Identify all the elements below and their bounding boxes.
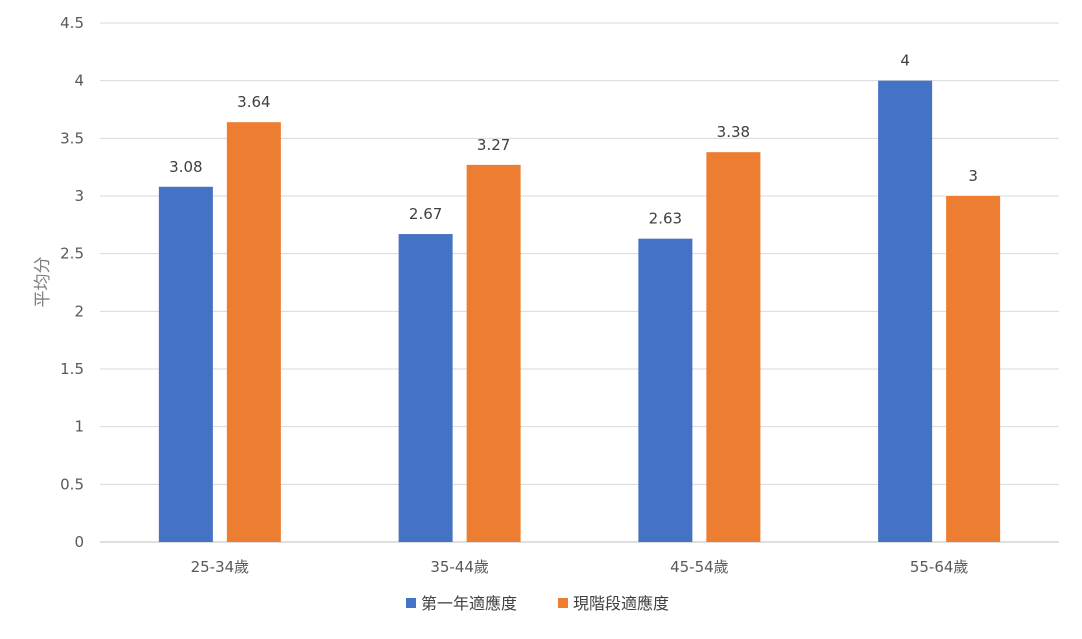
x-category-label: 35-44歲: [430, 558, 489, 576]
data-label: 2.63: [649, 210, 682, 228]
bar[interactable]: [226, 122, 281, 542]
legend-swatch: [406, 598, 416, 608]
y-tick-label: 0: [74, 533, 84, 551]
y-tick-label: 3: [74, 187, 84, 205]
bar[interactable]: [946, 196, 1001, 542]
x-category-label: 45-54歲: [670, 558, 729, 576]
bar[interactable]: [466, 164, 521, 543]
bar[interactable]: [878, 80, 933, 543]
y-tick-label: 4: [74, 72, 84, 90]
bar[interactable]: [638, 238, 693, 542]
y-tick-label: 3.5: [60, 129, 84, 147]
y-tick-label: 2.5: [60, 245, 84, 263]
x-category-label: 25-34歲: [191, 558, 250, 576]
y-tick-label: 1: [74, 418, 84, 436]
legend-label: 第一年適應度: [421, 594, 517, 613]
y-axis-ticks: 0 0.5 1 1.5 2 2.5 3 3.5 4 4.5: [60, 14, 84, 551]
data-label: 4: [900, 52, 910, 70]
data-label: 3.27: [477, 136, 510, 154]
y-tick-label: 4.5: [60, 14, 84, 32]
legend[interactable]: 第一年適應度 現階段適應度: [406, 594, 669, 613]
bar[interactable]: [706, 152, 761, 542]
y-tick-label: 0.5: [60, 475, 84, 493]
y-tick-label: 2: [74, 302, 84, 320]
data-label: 2.67: [409, 205, 442, 223]
bars: [158, 80, 1001, 543]
data-label: 3.64: [237, 93, 270, 111]
legend-swatch: [558, 598, 568, 608]
x-axis-categories: 25-34歲 35-44歲 45-54歲 55-64歲: [191, 558, 969, 576]
x-category-label: 55-64歲: [910, 558, 969, 576]
data-label: 3.38: [717, 123, 750, 141]
y-tick-label: 1.5: [60, 360, 84, 378]
bar[interactable]: [398, 234, 453, 542]
bar[interactable]: [158, 186, 213, 543]
y-axis-title: 平均分: [33, 257, 53, 308]
data-labels: 3.08 3.64 2.67 3.27 2.63 3.38 4 3: [169, 52, 978, 228]
data-label: 3.08: [169, 158, 202, 176]
legend-label: 現階段適應度: [573, 594, 669, 613]
data-label: 3: [968, 167, 978, 185]
